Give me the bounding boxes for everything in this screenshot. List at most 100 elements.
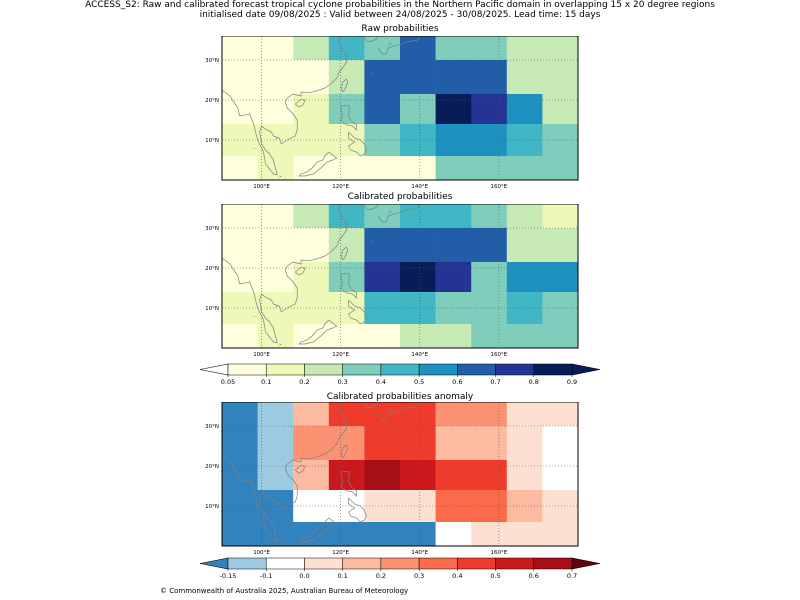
map-frame [221,204,579,349]
map-cell [506,426,543,461]
map-cell [435,156,472,181]
map-cell [364,262,401,293]
map-cell [471,60,508,95]
coast-segment [364,402,379,408]
map-cell [435,60,472,95]
colorbar-bin [533,363,573,376]
map-cell [471,460,508,491]
colorbar-tick-label: 0.3 [337,378,347,386]
coast-segment [387,408,393,412]
map-cell [293,124,330,157]
map-cell [328,292,365,325]
colorbar-bin [457,557,496,570]
map-cell [328,60,365,95]
map-cell [328,262,365,293]
map-cell [293,324,330,349]
map-cell [293,292,330,325]
colorbar-tick-label: 0.9 [567,378,577,386]
map-cell [542,292,579,325]
map-cell [222,460,258,491]
coast-segment [275,503,278,506]
map-cell [506,94,543,125]
lon-label: 120°E [332,352,349,358]
map-cell [293,460,330,491]
lon-label: 120°E [332,550,349,556]
map-cell [435,460,472,491]
map-cell [293,522,330,547]
colorbar-bin [342,363,382,376]
lon-label: 140°E [411,550,428,556]
gridlines [222,402,578,546]
map-cell [542,36,579,61]
colorbar-tick-label: 0.4 [376,378,386,386]
map-cell [222,292,258,325]
colorbar-tick-label: -0.15 [220,572,237,580]
map-cell [328,490,365,523]
map-cell [542,204,579,229]
coast-segment [279,343,282,346]
map-cell [293,36,330,61]
colorbar-bin [227,363,267,376]
map-cell [222,262,258,293]
map-cell [257,402,294,427]
colorbar-bin [227,557,267,570]
lat-label: 20°N [205,98,219,104]
map-cell [542,460,579,491]
map-cell [542,262,579,293]
map-cell [471,94,508,125]
map-cell [542,402,579,427]
coast-segment [298,517,338,543]
map-cell [506,522,543,547]
coast-segment [364,204,379,210]
lat-label: 30°N [205,226,219,232]
map-cell [400,426,436,461]
map-cell [435,522,472,547]
coast-segment [370,240,373,244]
map-cell [257,262,294,293]
map-cell [542,228,579,263]
colorbar-under-triangle [199,363,229,376]
coast-segment [279,541,282,544]
colorbar-bin [533,557,573,570]
map-cell [471,262,508,293]
map-cells [222,402,579,547]
colorbar-tick-label: 0.3 [414,572,424,580]
map-cell [506,460,543,491]
map-cell [506,490,543,523]
map-cell [506,402,543,427]
map-cell [435,262,472,293]
coast-segment [221,204,347,344]
copyright-footer: © Commonwealth of Australia 2025, Austra… [160,587,409,595]
coast-segment [279,175,282,178]
colorbar-bin [418,557,458,570]
coast-segment [341,444,349,459]
map-cell [364,204,401,229]
map-cell [364,94,401,125]
colorbar-bin [380,557,420,570]
map-cell [293,426,330,461]
map-cell [471,426,508,461]
map-cell [506,292,543,325]
coastline [221,204,421,346]
map-cell [435,426,472,461]
anomaly-map: 30°N 20°N 10°N 100°E 120°E 140°E 160°E [205,402,579,556]
map-cell [293,204,330,229]
map-cell [222,228,258,263]
coast-segment [253,147,255,150]
map-cell [542,324,579,349]
colorbar-bin [380,363,420,376]
map-cell [471,36,508,61]
map-cell [222,124,258,157]
coast-segment [370,72,373,76]
map-cell [400,324,436,349]
panel-title-calibrated: Calibrated probabilities [347,192,453,202]
map-cell [506,36,543,61]
gridlines [222,204,578,348]
map-cell [400,94,436,125]
lat-label: 30°N [205,424,219,430]
map-cell [400,522,436,547]
map-cell [328,426,365,461]
colorbar-tick-label: 0.0 [299,572,309,580]
colorbar-bin [418,363,458,376]
map-cell [435,36,472,61]
